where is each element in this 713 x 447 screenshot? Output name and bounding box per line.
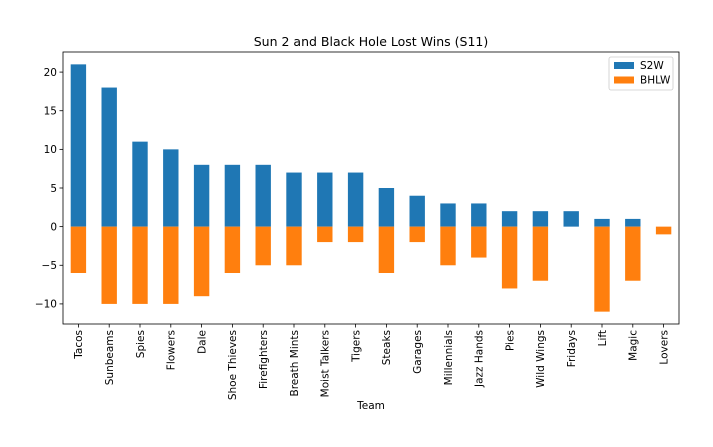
x-tick-label: Pies (504, 330, 516, 351)
bar-s2w-shoe-thieves (224, 164, 241, 227)
bar-bhlw-steaks (378, 226, 395, 273)
bars-group (70, 64, 672, 312)
bar-bhlw-magic (625, 226, 641, 281)
bar-bhlw-firefighters (255, 226, 271, 266)
bar-bhlw-wild-wings (532, 226, 549, 281)
chart-title: Sun 2 and Black Hole Lost Wins (S11) (254, 34, 489, 49)
bar-s2w-steaks (378, 188, 395, 227)
legend: S2W BHLW (608, 56, 674, 91)
y-tick-label: −5 (42, 260, 57, 272)
bar-bhlw-moist-talkers (317, 226, 333, 243)
x-tick-label: Firefighters (258, 330, 270, 389)
x-tick-label: Breath Mints (289, 330, 301, 397)
legend-label-bhlw: BHLW (640, 75, 671, 87)
plot-frame (62, 51, 680, 325)
y-tick-label: 5 (50, 183, 57, 195)
x-tick-label: Millennials (443, 330, 455, 385)
x-tick-label: Moist Talkers (320, 330, 332, 397)
bar-s2w-spies (132, 141, 148, 227)
x-tick-label: Tigers (350, 330, 362, 363)
x-tick-label: Magic (628, 330, 640, 361)
bar-bhlw-tigers (347, 226, 364, 243)
y-tick-label: 0 (50, 221, 57, 233)
x-tick-label: Dale (196, 330, 208, 354)
bar-bhlw-lift (594, 226, 610, 312)
legend-swatch-s2w (614, 62, 634, 69)
bar-bhlw-breath-mints (286, 226, 302, 266)
bar-s2w-millennials (440, 203, 456, 227)
bar-bhlw-pies (501, 226, 518, 289)
bar-s2w-wild-wings (532, 211, 549, 227)
y-tick-label: −10 (35, 299, 57, 311)
bar-s2w-flowers (163, 149, 179, 227)
bar-s2w-breath-mints (286, 172, 302, 227)
bar-s2w-pies (501, 211, 518, 227)
bar-bhlw-dale (193, 226, 210, 297)
x-tick-label: Steaks (381, 330, 393, 365)
x-axis-label: Team (356, 400, 385, 412)
bar-s2w-jazz-hands (471, 203, 487, 227)
bar-s2w-fridays (563, 211, 579, 227)
bar-s2w-dale (193, 164, 210, 227)
x-tick-label: Jazz Hands (474, 330, 486, 388)
bar-s2w-tacos (70, 64, 87, 227)
x-tick-label: Tacos (73, 330, 85, 360)
bar-s2w-tigers (347, 172, 364, 227)
bar-s2w-firefighters (255, 164, 271, 227)
bar-s2w-sunbeams (101, 87, 117, 227)
x-tick-label: Sunbeams (104, 330, 116, 385)
bar-bhlw-flowers (163, 226, 179, 304)
legend-swatch-bhlw (614, 76, 634, 84)
x-tick-label: Lift (597, 330, 609, 346)
x-tick-label: Wild Wings (535, 330, 547, 388)
bar-bhlw-spies (132, 226, 148, 304)
bar-bhlw-garages (409, 226, 425, 243)
bar-s2w-moist-talkers (317, 172, 333, 227)
y-tick-label: 10 (44, 144, 57, 156)
x-tick-label: Spies (135, 330, 147, 358)
bar-s2w-garages (409, 195, 425, 227)
y-tick-label: 15 (44, 106, 57, 118)
bar-bhlw-shoe-thieves (224, 226, 241, 273)
x-tick-label: Flowers (166, 330, 178, 370)
y-axis: −10 −5 0 5 10 15 20 (35, 67, 63, 311)
bar-s2w-lift (594, 218, 610, 227)
x-tick-label: Fridays (566, 330, 578, 367)
bar-bhlw-tacos (70, 226, 87, 273)
bar-bhlw-lovers (655, 226, 672, 235)
y-tick-label: 20 (44, 67, 57, 79)
bar-s2w-magic (625, 218, 641, 227)
bar-bhlw-jazz-hands (471, 226, 487, 258)
bar-bhlw-sunbeams (101, 226, 117, 304)
bar-bhlw-millennials (440, 226, 456, 266)
x-tick-label: Garages (412, 330, 424, 374)
x-tick-label: Lovers (658, 330, 670, 365)
legend-label-s2w: S2W (640, 60, 664, 72)
x-tick-label: Shoe Thieves (227, 330, 239, 400)
x-axis: Tacos Sunbeams Spies Flowers Dale Shoe Thieve… (73, 324, 670, 400)
